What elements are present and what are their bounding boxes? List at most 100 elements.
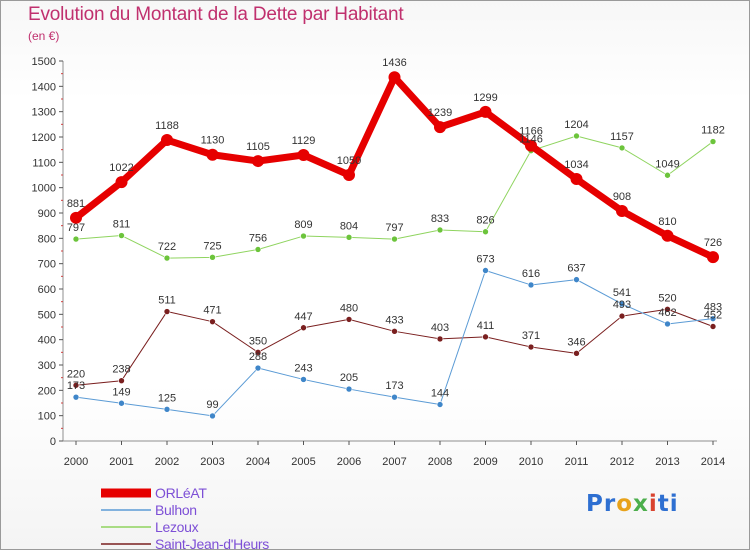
data-label: 541 bbox=[613, 287, 631, 299]
data-label: 480 bbox=[340, 302, 358, 314]
data-point bbox=[163, 254, 171, 262]
data-label: 149 bbox=[112, 386, 130, 398]
data-point bbox=[345, 234, 353, 241]
x-tick-label: 2012 bbox=[610, 456, 634, 468]
data-point bbox=[618, 144, 626, 152]
data-label: 797 bbox=[67, 222, 85, 234]
data-label: 1050 bbox=[337, 155, 361, 167]
data-label: 1157 bbox=[610, 131, 634, 143]
data-point bbox=[72, 235, 80, 243]
data-label: 1022 bbox=[109, 162, 133, 174]
x-tick-label: 2010 bbox=[519, 456, 543, 468]
data-point bbox=[391, 393, 398, 401]
data-label: 238 bbox=[112, 364, 130, 376]
data-point bbox=[388, 71, 401, 84]
x-tick-label: 2007 bbox=[382, 456, 406, 468]
data-point bbox=[209, 318, 216, 325]
data-point bbox=[573, 350, 580, 357]
data-label: 1034 bbox=[564, 159, 588, 171]
data-point bbox=[664, 305, 671, 313]
x-tick-label: 2002 bbox=[155, 456, 179, 468]
data-point bbox=[479, 105, 492, 118]
data-label: 371 bbox=[522, 330, 540, 342]
data-label: 205 bbox=[340, 372, 358, 384]
y-tick-label: 600 bbox=[38, 284, 56, 296]
x-tick-label: 2011 bbox=[565, 456, 589, 468]
data-point bbox=[436, 226, 444, 234]
data-label: 493 bbox=[613, 299, 631, 311]
data-label: 144 bbox=[431, 388, 449, 400]
data-point bbox=[206, 148, 219, 161]
data-point bbox=[709, 323, 717, 330]
data-point bbox=[70, 211, 82, 224]
data-point bbox=[118, 232, 125, 239]
y-tick-label: 0 bbox=[50, 436, 56, 448]
y-tick-label: 1400 bbox=[32, 81, 56, 93]
x-tick-label: 2013 bbox=[655, 456, 679, 468]
data-point bbox=[391, 235, 398, 243]
data-label: 1436 bbox=[382, 57, 406, 69]
data-label: 220 bbox=[67, 368, 85, 380]
data-label: 673 bbox=[476, 254, 494, 266]
legend-label: ORLéAT bbox=[155, 485, 207, 501]
data-point bbox=[115, 176, 128, 189]
data-point bbox=[707, 251, 719, 264]
legend-swatch bbox=[101, 509, 151, 511]
data-point bbox=[252, 155, 264, 168]
data-label: 411 bbox=[477, 320, 495, 332]
data-label: 804 bbox=[340, 220, 358, 232]
data-label: 797 bbox=[385, 222, 403, 234]
data-point bbox=[436, 335, 444, 343]
x-tick-label: 2014 bbox=[701, 456, 725, 468]
data-point bbox=[527, 343, 535, 351]
data-point bbox=[482, 333, 489, 341]
data-label: 1146 bbox=[519, 134, 543, 146]
data-label: 1188 bbox=[155, 120, 179, 132]
data-point bbox=[661, 229, 674, 242]
data-point bbox=[434, 121, 446, 134]
data-label: 403 bbox=[431, 322, 449, 334]
data-label: 726 bbox=[704, 237, 722, 249]
data-label: 1166 bbox=[519, 126, 543, 138]
data-point bbox=[209, 412, 216, 420]
x-tick-label: 2000 bbox=[64, 456, 88, 468]
data-point bbox=[345, 385, 353, 393]
data-label: 1182 bbox=[701, 125, 725, 137]
y-tick-label: 100 bbox=[38, 411, 56, 423]
data-label: 1105 bbox=[246, 141, 270, 153]
data-label: 173 bbox=[67, 380, 85, 392]
data-point bbox=[436, 401, 444, 408]
y-tick-label: 800 bbox=[38, 233, 56, 245]
data-point bbox=[300, 232, 307, 240]
data-point bbox=[209, 254, 216, 261]
data-label: 722 bbox=[158, 241, 176, 253]
y-tick-label: 1200 bbox=[32, 132, 56, 144]
x-tick-label: 2005 bbox=[291, 456, 315, 468]
data-point bbox=[709, 138, 717, 145]
y-tick-label: 400 bbox=[38, 335, 56, 347]
data-point bbox=[300, 376, 307, 383]
data-label: 471 bbox=[203, 305, 221, 317]
y-tick-label: 700 bbox=[38, 259, 56, 271]
data-label: 99 bbox=[206, 399, 218, 411]
x-tick-label: 2004 bbox=[246, 456, 270, 468]
data-point bbox=[709, 315, 717, 322]
data-label: 616 bbox=[522, 268, 540, 280]
data-label: 1129 bbox=[292, 135, 316, 147]
data-label: 1130 bbox=[201, 135, 225, 147]
data-label: 447 bbox=[294, 311, 312, 323]
data-point bbox=[664, 171, 671, 179]
data-label: 125 bbox=[158, 392, 176, 404]
data-point bbox=[297, 148, 310, 161]
data-point bbox=[254, 349, 262, 356]
data-point bbox=[618, 312, 626, 320]
chart-title: Evolution du Montant de la Dette par Hab… bbox=[28, 4, 404, 25]
data-label: 756 bbox=[249, 232, 267, 244]
y-tick-label: 300 bbox=[38, 360, 56, 372]
data-label: 288 bbox=[249, 351, 267, 363]
data-point bbox=[163, 406, 171, 413]
y-tick-label: 900 bbox=[38, 208, 56, 220]
data-point bbox=[345, 316, 353, 323]
